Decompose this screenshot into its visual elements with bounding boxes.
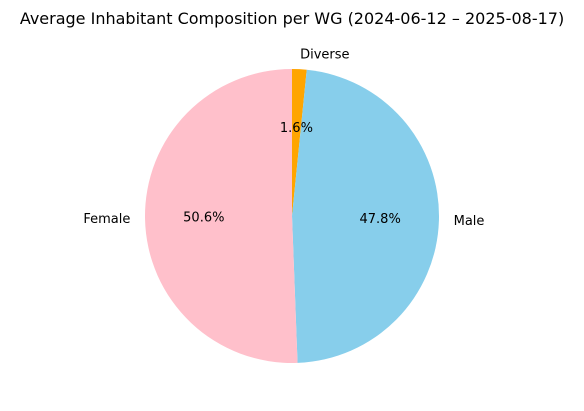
percent-label-diverse: 1.6% [280,121,313,136]
pie-slice-diverse [292,69,307,216]
percent-label-male: 47.8% [360,212,401,227]
pie-slice-male [292,69,439,363]
pie-labels: Diverse 1.6% Male 47.8% Female 50.6% [83,48,484,230]
category-label-male: Male [454,214,485,229]
chart-title: Average Inhabitant Composition per WG (2… [20,9,564,28]
percent-label-female: 50.6% [183,211,224,226]
pie-slices [144,69,439,363]
category-label-diverse: Diverse [300,48,349,63]
pie-slice-female [144,69,298,363]
category-label-female: Female [83,212,130,227]
